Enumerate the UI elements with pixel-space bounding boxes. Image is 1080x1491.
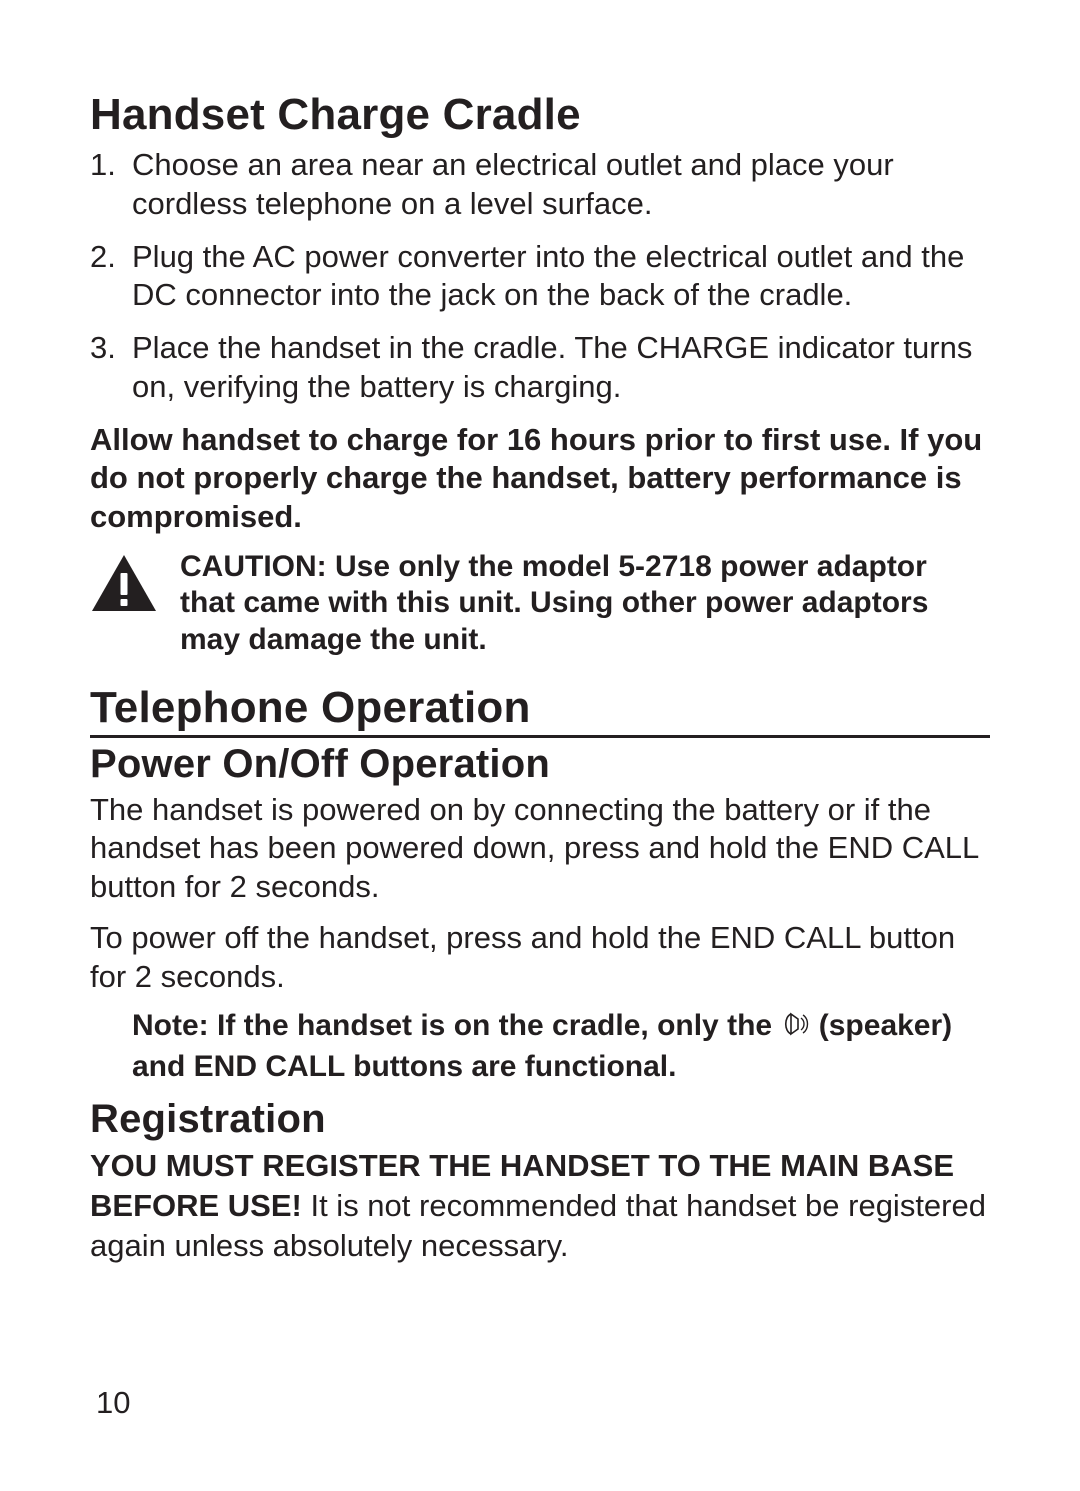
heading-power-on-off: Power On/Off Operation bbox=[90, 742, 990, 787]
heading-telephone-operation: Telephone Operation bbox=[90, 683, 990, 738]
cradle-note: Note: If the handset is on the cradle, o… bbox=[90, 1008, 990, 1085]
speaker-icon bbox=[780, 1009, 810, 1049]
registration-paragraph: YOU MUST REGISTER THE HANDSET TO THE MAI… bbox=[90, 1146, 990, 1265]
warning-triangle-icon bbox=[90, 553, 158, 618]
charge-note: Allow handset to charge for 16 hours pri… bbox=[90, 421, 990, 537]
heading-registration: Registration bbox=[90, 1097, 990, 1142]
caution-block: CAUTION: Use only the model 5-2718 power… bbox=[90, 549, 990, 659]
power-on-paragraph: The handset is powered on by connecting … bbox=[90, 791, 990, 907]
heading-handset-charge-cradle: Handset Charge Cradle bbox=[90, 90, 990, 140]
caution-text: CAUTION: Use only the model 5-2718 power… bbox=[180, 549, 990, 659]
step-item: Choose an area near an electrical outlet… bbox=[90, 146, 990, 224]
step-item: Place the handset in the cradle. The CHA… bbox=[90, 329, 990, 407]
cradle-note-before: Note: If the handset is on the cradle, o… bbox=[132, 1009, 780, 1042]
page-number: 10 bbox=[96, 1385, 130, 1421]
cradle-steps-list: Choose an area near an electrical outlet… bbox=[90, 146, 990, 407]
step-item: Plug the AC power converter into the ele… bbox=[90, 238, 990, 316]
power-off-paragraph: To power off the handset, press and hold… bbox=[90, 919, 990, 997]
